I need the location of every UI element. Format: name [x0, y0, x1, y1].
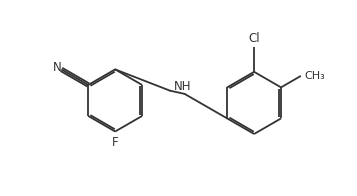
Text: N: N	[53, 61, 62, 74]
Text: Cl: Cl	[248, 32, 260, 45]
Text: F: F	[112, 136, 119, 149]
Text: NH: NH	[174, 80, 192, 93]
Text: CH₃: CH₃	[304, 71, 325, 81]
